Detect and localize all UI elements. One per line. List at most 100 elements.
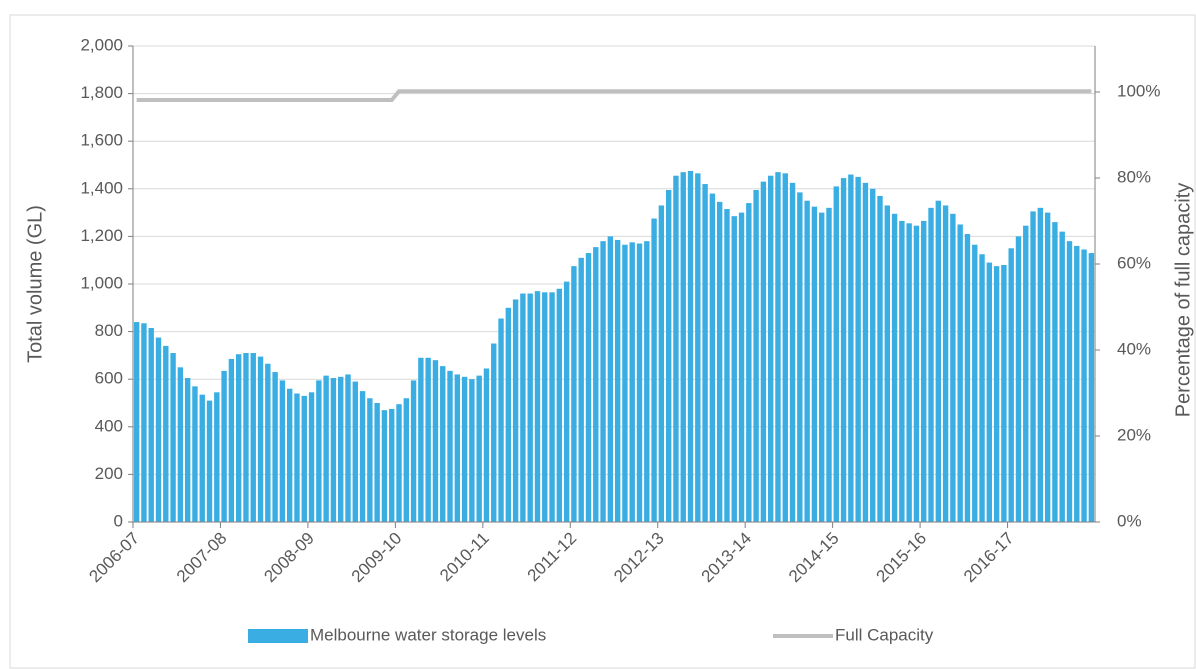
bar	[673, 175, 679, 522]
bar	[410, 380, 417, 522]
y-tick-label: 400	[95, 416, 123, 435]
bar	[345, 374, 351, 522]
bar	[767, 175, 774, 522]
bar	[760, 181, 767, 522]
bar	[826, 207, 832, 522]
bar	[425, 357, 431, 522]
x-tick-label: 2014-15	[785, 529, 843, 587]
bar	[418, 357, 424, 522]
line	[136, 89, 1092, 103]
bar	[374, 403, 380, 522]
bar	[862, 182, 869, 522]
y2-axis-label: Percentage of full capacity	[1172, 183, 1194, 418]
bar	[819, 212, 825, 522]
legend-label: Full Capacity	[835, 625, 934, 644]
bar	[221, 370, 227, 522]
bar	[731, 216, 737, 523]
y-tick-label: 800	[95, 321, 123, 340]
bar	[316, 380, 322, 522]
bar	[746, 203, 752, 522]
bar	[491, 343, 497, 522]
bar	[1081, 249, 1087, 523]
bar	[330, 378, 337, 522]
bar	[505, 307, 512, 522]
bar	[855, 176, 861, 522]
y-tick-label: 1,600	[80, 131, 123, 150]
bar	[447, 370, 453, 522]
x-tick-label: 2016-17	[960, 529, 1018, 587]
x-tick-label: 2006-07	[85, 529, 143, 587]
bar	[469, 379, 475, 522]
bar	[403, 398, 409, 522]
bar	[1088, 253, 1095, 522]
y-tick-label: 200	[95, 464, 123, 483]
bar	[644, 241, 650, 522]
bar	[1059, 231, 1065, 522]
bar	[964, 234, 971, 522]
bar	[600, 241, 606, 522]
bar	[352, 381, 358, 522]
bar	[359, 391, 366, 522]
bar	[578, 257, 584, 522]
bar	[432, 360, 439, 522]
bar	[389, 408, 395, 522]
bar	[1044, 212, 1051, 522]
bar	[155, 337, 162, 522]
bar	[294, 393, 300, 522]
bar	[563, 281, 570, 522]
bar	[228, 358, 235, 522]
bar	[483, 368, 490, 522]
bar	[942, 205, 949, 522]
bar	[804, 200, 810, 522]
bar	[877, 195, 883, 522]
chart-frame	[9, 14, 1196, 669]
bar	[658, 205, 665, 522]
bar	[1001, 264, 1007, 522]
bar	[542, 292, 548, 522]
bar	[921, 220, 927, 522]
x-tick-label: 2009-10	[348, 529, 406, 587]
bar	[476, 375, 482, 522]
bar	[148, 328, 154, 522]
bar	[899, 220, 905, 522]
bar	[993, 266, 1000, 522]
bar	[498, 318, 504, 522]
bar	[257, 356, 264, 522]
x-tick-label: 2011-12	[524, 529, 581, 586]
bar	[789, 182, 796, 522]
bar	[687, 170, 694, 522]
bar	[177, 367, 184, 522]
bar	[454, 374, 461, 522]
bar	[556, 288, 563, 522]
y-tick-label: 1,200	[80, 226, 123, 245]
bar	[629, 242, 635, 522]
bar	[928, 207, 934, 522]
bar	[206, 400, 213, 522]
bar	[716, 201, 723, 522]
bar	[665, 189, 672, 523]
y-axis-label: Total volume (GL)	[24, 205, 46, 363]
bar	[527, 293, 533, 522]
bar	[286, 388, 293, 522]
bar	[1052, 222, 1058, 522]
bar	[381, 410, 388, 522]
y2-tick-label: 100%	[1117, 81, 1160, 100]
y2-tick-label: 60%	[1117, 253, 1151, 272]
bar	[651, 218, 657, 523]
bar	[133, 322, 140, 522]
bar	[891, 213, 898, 523]
bar	[1037, 207, 1044, 522]
bar	[738, 212, 745, 522]
bar	[243, 353, 249, 522]
y-tick-label: 0	[114, 511, 123, 530]
bar	[440, 366, 446, 522]
bar	[1066, 241, 1073, 522]
y-tick-label: 1,000	[80, 273, 123, 292]
x-tick-label: 2015-16	[873, 529, 931, 587]
bar	[957, 224, 963, 522]
bar	[913, 225, 920, 522]
bar	[338, 376, 344, 522]
y-tick-label: 600	[95, 369, 123, 388]
bar	[848, 174, 854, 522]
